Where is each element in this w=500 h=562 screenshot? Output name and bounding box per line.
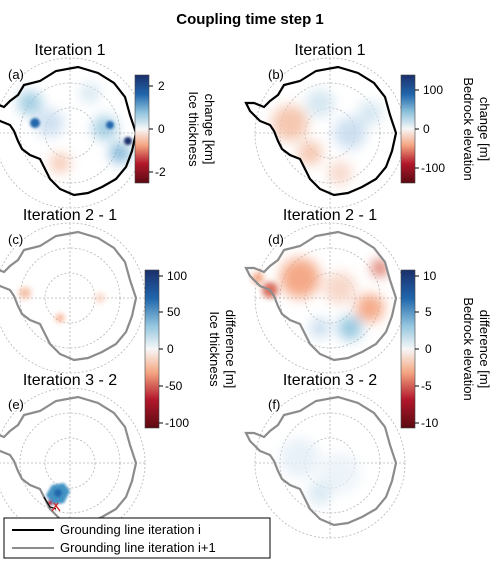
retreat-marker [51, 502, 61, 512]
panel-label: (b) [268, 67, 284, 82]
colorbar-bedrock-elevation-change: 100 0 -100 Bedrock elevation change [m] [400, 74, 492, 184]
legend-label: Grounding line iteration i+1 [60, 540, 216, 555]
colorbar-label: change [m] [477, 97, 492, 161]
panel-label: (a) [8, 67, 24, 82]
panel-f: (f) Iteration 3 - 2 [244, 372, 406, 539]
panel-title: Iteration 3 - 2 [283, 372, 377, 389]
tick-label: -10 [421, 416, 439, 430]
tick-label: 5 [425, 305, 432, 319]
tick-label: 10 [423, 269, 437, 283]
panel-c: (c) Iteration 2 - 1 [0, 207, 146, 374]
panel-title: Iteration 1 [34, 42, 105, 59]
colorbar-label: Bedrock elevation [461, 77, 476, 180]
grounding-line-i-plus-1 [0, 395, 138, 527]
tick-label: -100 [421, 161, 445, 175]
panel-title: Iteration 1 [294, 42, 365, 59]
ice-thickness-difference-field [46, 483, 70, 506]
colorbar-label: Ice thickness [207, 311, 222, 387]
colorbar-label: difference [m] [223, 310, 238, 389]
tick-label: 2 [158, 79, 165, 93]
panel-title: Iteration 2 - 1 [283, 207, 377, 224]
tick-label: 100 [423, 83, 443, 97]
panel-b: (b) Iteration 1 [244, 42, 406, 209]
panel-title: Iteration 2 - 1 [23, 207, 117, 224]
colorbar-ice-thickness-change: 2 0 -2 Ice thickness change [km] [134, 74, 217, 184]
panel-label: (d) [268, 232, 284, 247]
colorbar-label: difference [m] [477, 310, 492, 389]
tick-label: -2 [155, 165, 166, 179]
panel-d: (d) Iteration 2 - 1 [244, 207, 406, 374]
colorbar-label: change [km] [202, 94, 217, 165]
figure-title: Coupling time step 1 [176, 11, 324, 28]
tick-label: 50 [167, 305, 181, 319]
tick-label: 0 [158, 122, 165, 136]
bedrock-elevation-difference-field [252, 258, 388, 340]
tick-label: -50 [165, 379, 183, 393]
colorbar-ice-thickness-difference: 100 50 0 -50 -100 Ice thickness differen… [144, 269, 238, 430]
tick-label: 100 [167, 269, 187, 283]
bedrock-elevation-change-field [272, 89, 382, 185]
ice-thickness-difference-field [19, 287, 105, 322]
panel-label: (c) [8, 232, 23, 247]
panel-e: (e) Iteration 3 - 2 [0, 372, 146, 539]
tick-label: -100 [165, 416, 189, 430]
ice-thickness-change-field [18, 83, 132, 173]
panel-a: (a) Iteration 1 [0, 42, 146, 209]
tick-label: 0 [425, 342, 432, 356]
legend: Grounding line iteration i Grounding lin… [3, 517, 271, 559]
bedrock-elevation-difference-field [280, 438, 360, 505]
colorbar-label: Ice thickness [186, 91, 201, 167]
tick-label: 0 [423, 122, 430, 136]
panel-title: Iteration 3 - 2 [23, 372, 117, 389]
legend-label: Grounding line iteration i [60, 522, 201, 537]
colorbar-bedrock-elevation-difference: 10 5 0 -5 -10 Bedrock elevation differen… [400, 269, 492, 430]
tick-label: -5 [421, 379, 432, 393]
tick-label: 0 [167, 342, 174, 356]
panel-label: (e) [8, 397, 24, 412]
polar-grid [254, 387, 406, 539]
colorbar-label: Bedrock elevation [461, 297, 476, 400]
panel-label: (f) [268, 397, 280, 412]
